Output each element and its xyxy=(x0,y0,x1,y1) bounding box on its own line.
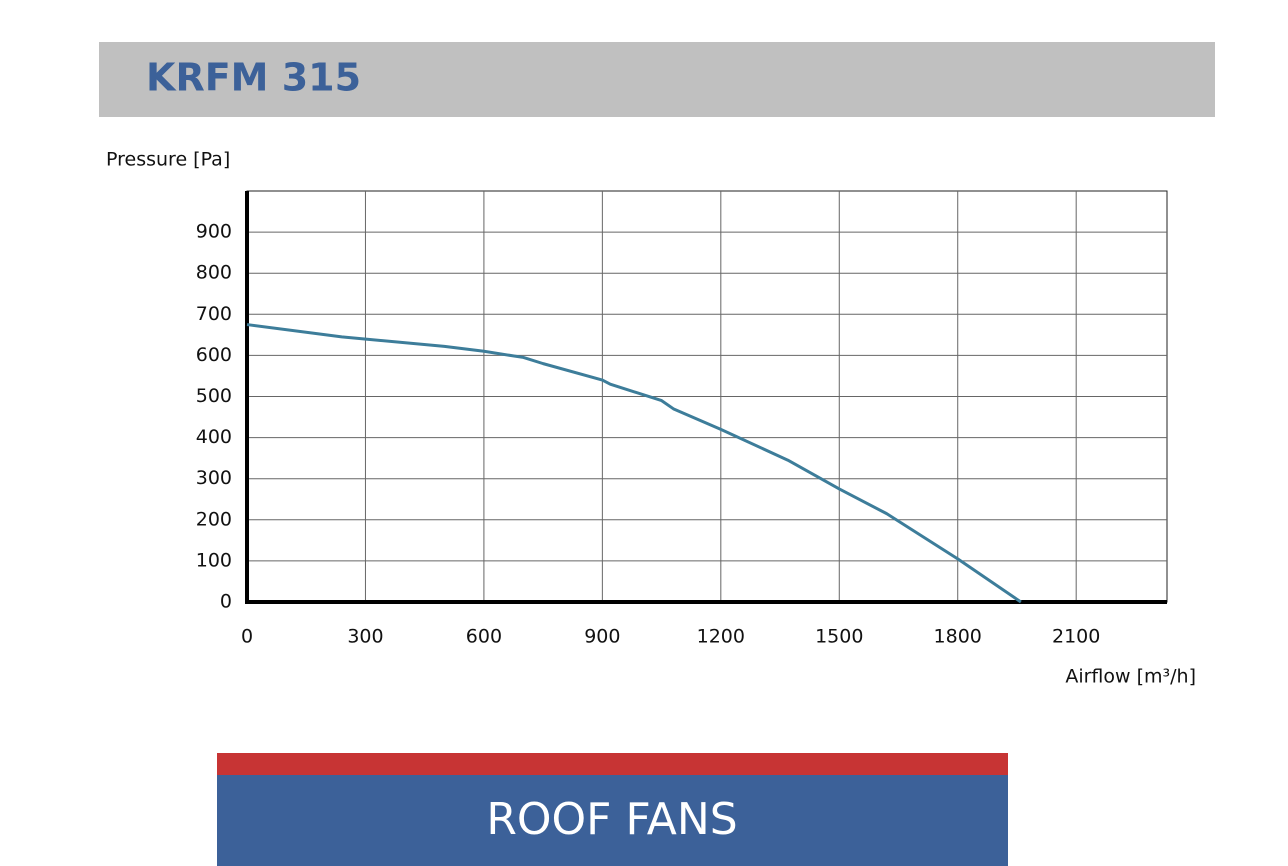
y-tick-label: 100 xyxy=(196,549,232,571)
footer-label: ROOF FANS xyxy=(486,794,737,845)
x-tick-label: 300 xyxy=(347,626,383,648)
y-tick-label: 200 xyxy=(196,508,232,530)
x-axis-label: Airflow [m³/h] xyxy=(1065,666,1196,688)
x-tick-label: 600 xyxy=(466,626,502,648)
x-tick-label: 1200 xyxy=(697,626,745,648)
footer-stripe xyxy=(217,753,1008,775)
y-tick-label: 300 xyxy=(196,467,232,489)
chart-title: KRFM 315 xyxy=(146,56,361,100)
y-tick-label: 900 xyxy=(196,221,232,243)
x-tick-label: 0 xyxy=(241,626,253,648)
y-tick-label: 800 xyxy=(196,262,232,284)
x-tick-label: 1500 xyxy=(815,626,863,648)
footer-bar xyxy=(217,775,1008,866)
y-tick-label: 600 xyxy=(196,344,232,366)
data-line xyxy=(246,323,1022,604)
y-tick-label: 500 xyxy=(196,385,232,407)
y-tick-label: 0 xyxy=(220,591,232,613)
y-axis-label: Pressure [Pa] xyxy=(106,149,230,171)
y-tick-label: 400 xyxy=(196,426,232,448)
x-tick-label: 2100 xyxy=(1052,626,1100,648)
header-bar xyxy=(99,42,1215,117)
y-tick-label: 700 xyxy=(196,303,232,325)
x-tick-label: 900 xyxy=(584,626,620,648)
x-tick-label: 1800 xyxy=(934,626,982,648)
